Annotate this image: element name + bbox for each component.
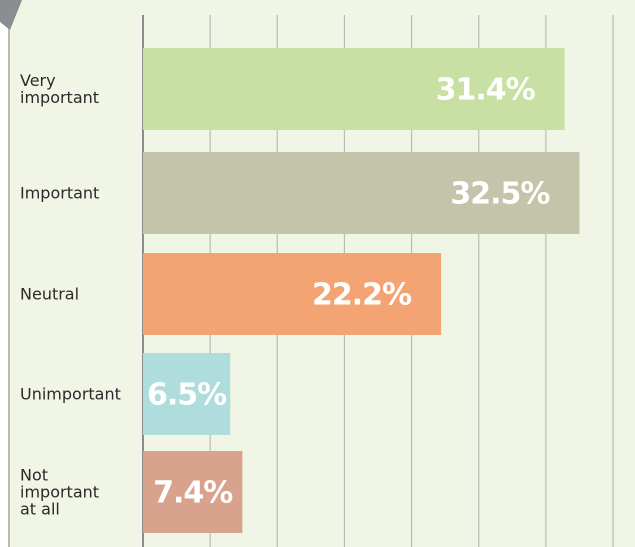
bar <box>143 253 442 335</box>
value-label: 32.5% <box>450 177 550 212</box>
category-label: Neutral <box>20 284 80 304</box>
category-label: Important <box>20 183 100 203</box>
bar <box>143 48 565 130</box>
value-label: 6.5% <box>147 378 227 413</box>
bar <box>143 451 243 533</box>
value-label: 31.4% <box>436 73 536 108</box>
category-label: Not important at all <box>20 465 100 519</box>
category-label: Unimportant <box>20 384 121 404</box>
category-label: Very important <box>20 71 100 107</box>
corner-tab <box>0 0 22 30</box>
value-label: 22.2% <box>312 278 412 313</box>
bar <box>143 152 580 234</box>
bar <box>143 353 231 435</box>
value-label: 7.4% <box>153 476 233 511</box>
